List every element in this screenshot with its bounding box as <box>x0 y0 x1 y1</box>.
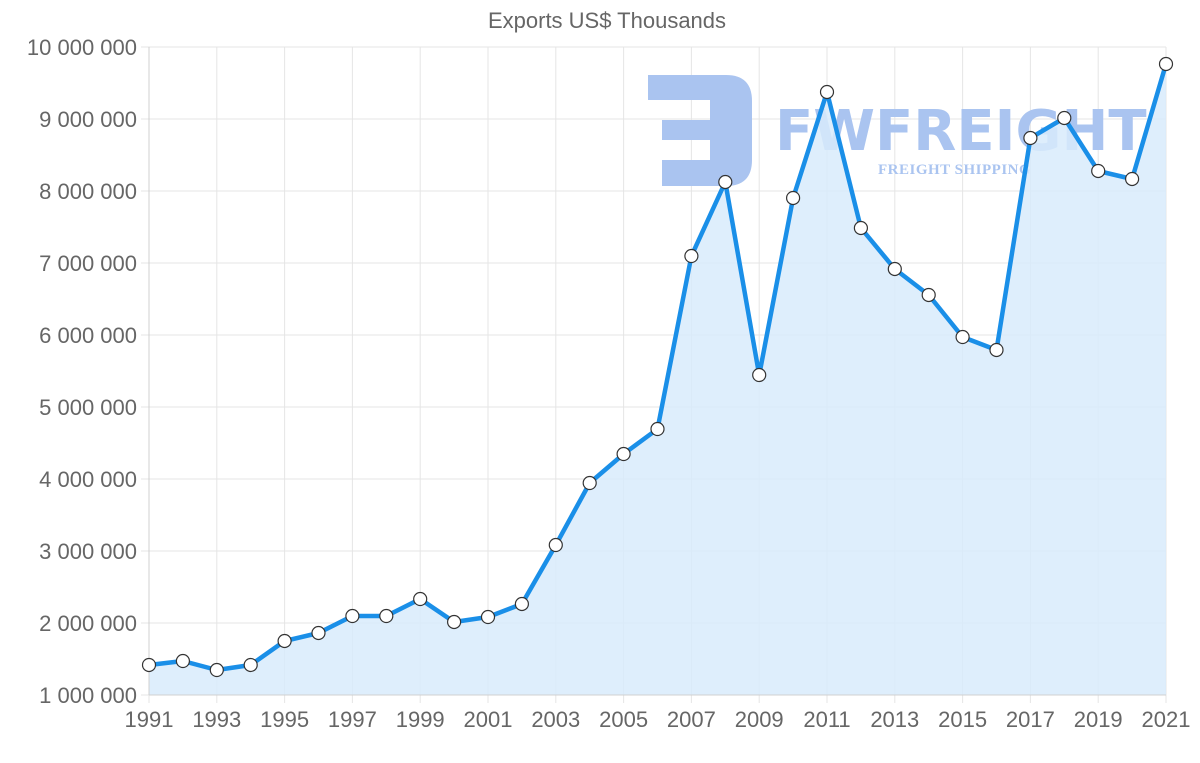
x-tick-label: 2003 <box>531 707 580 732</box>
data-point-2003[interactable] <box>548 537 563 553</box>
x-tick-label: 1999 <box>396 707 445 732</box>
data-point-2014[interactable] <box>921 287 936 303</box>
x-tick-label: 2015 <box>938 707 987 732</box>
watermark-tagline: FREIGHT SHIPPING <box>878 162 1031 178</box>
area-fill <box>149 64 1166 695</box>
data-point-2017[interactable] <box>1023 130 1038 146</box>
data-point-2008[interactable] <box>718 174 733 190</box>
data-points <box>141 56 1174 678</box>
y-tick-label: 8 000 000 <box>39 179 137 204</box>
y-tick-label: 3 000 000 <box>39 539 137 564</box>
data-point-2021[interactable] <box>1158 56 1174 72</box>
data-point-2015[interactable] <box>955 329 970 345</box>
data-point-2005[interactable] <box>616 446 631 462</box>
y-tick-label: 6 000 000 <box>39 323 137 348</box>
data-point-2000[interactable] <box>447 614 462 630</box>
data-point-2011[interactable] <box>819 84 835 100</box>
y-tick-label: 7 000 000 <box>39 251 137 276</box>
y-tick-label: 4 000 000 <box>39 467 137 492</box>
data-point-1999[interactable] <box>413 591 428 607</box>
data-point-2013[interactable] <box>887 261 902 277</box>
x-tick-label: 1995 <box>260 707 309 732</box>
y-tick-label: 5 000 000 <box>39 395 137 420</box>
x-tick-label: 2011 <box>803 707 850 732</box>
data-point-2012[interactable] <box>853 220 869 236</box>
y-tick-label: 1 000 000 <box>39 683 137 708</box>
data-point-2010[interactable] <box>785 190 801 206</box>
data-point-2001[interactable] <box>480 609 496 625</box>
fw-logo-icon <box>648 75 752 186</box>
data-point-1992[interactable] <box>175 653 190 669</box>
y-tick-label: 10 000 000 <box>27 35 137 60</box>
data-point-1991[interactable] <box>141 657 157 673</box>
data-point-1997[interactable] <box>345 608 360 624</box>
x-tick-label: 2005 <box>599 707 648 732</box>
x-tick-label: 1991 <box>125 707 174 732</box>
x-tick-label: 1997 <box>328 707 377 732</box>
data-point-2009[interactable] <box>752 367 767 383</box>
data-point-1993[interactable] <box>209 662 224 678</box>
data-point-2004[interactable] <box>582 475 597 491</box>
x-tick-label: 2017 <box>1006 707 1055 732</box>
x-tick-label: 2009 <box>735 707 784 732</box>
data-point-2006[interactable] <box>650 421 665 437</box>
data-point-1994[interactable] <box>243 657 258 673</box>
x-tick-label: 2007 <box>667 707 716 732</box>
data-point-2007[interactable] <box>684 248 699 264</box>
x-tick-label: 2001 <box>464 707 513 732</box>
data-point-2002[interactable] <box>514 596 530 612</box>
x-tick-label: 2021 <box>1142 707 1191 732</box>
data-point-1995[interactable] <box>277 633 292 649</box>
axes: 1 000 000 2 000 000 3 000 000 4 000 000 5 00… <box>27 35 1191 732</box>
x-tick-label: 1993 <box>192 707 241 732</box>
chart-title: Exports US$ Thousands <box>487 8 727 33</box>
x-tick-label: 2019 <box>1074 707 1123 732</box>
data-point-1998[interactable] <box>379 608 394 624</box>
y-tick-label: 9 000 000 <box>39 107 137 132</box>
data-point-2018[interactable] <box>1057 110 1072 126</box>
data-point-2016[interactable] <box>989 342 1004 358</box>
x-tick-label: 2013 <box>870 707 919 732</box>
data-point-1996[interactable] <box>311 625 326 641</box>
y-tick-label: 2 000 000 <box>39 611 137 636</box>
data-point-2020[interactable] <box>1124 171 1140 187</box>
data-point-2019[interactable] <box>1091 163 1106 179</box>
